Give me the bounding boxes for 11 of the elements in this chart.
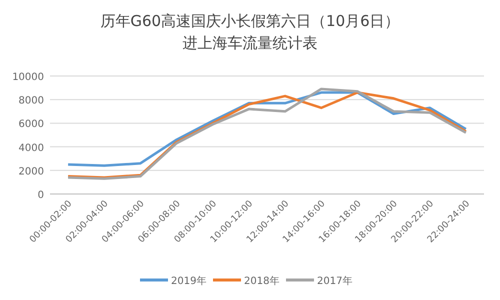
legend-label: 2017年 [317,275,352,287]
legend-label: 2018年 [244,275,280,287]
y-tick-label: 2000 [18,166,44,178]
legend-label: 2019年 [171,275,206,287]
y-tick-label: 4000 [18,142,44,154]
y-tick-label: 10000 [12,72,44,83]
y-tick-label: 0 [38,190,44,201]
chart-title: 进上海车流量统计表 [182,34,318,52]
title: 历年G60高速国庆小长假第六日（10月6日） [100,12,400,30]
y-tick-label: 8000 [18,96,44,107]
y-tick-label: 6000 [18,119,44,130]
